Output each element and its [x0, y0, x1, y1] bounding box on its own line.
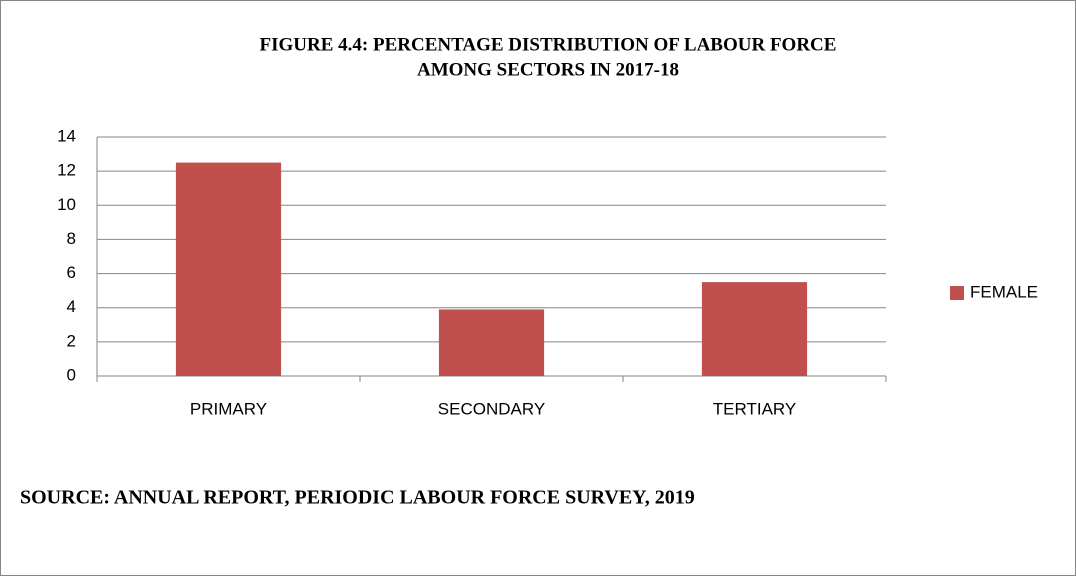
y-tick-label: 8 [67, 229, 76, 248]
y-tick-label: 0 [67, 365, 76, 384]
x-tick-label: SECONDARY [438, 399, 545, 418]
y-tick-label: 14 [57, 126, 76, 145]
x-tick-label: PRIMARY [190, 399, 267, 418]
y-tick-label: 10 [57, 195, 76, 214]
bar [701, 282, 808, 376]
y-tick-label: 6 [67, 263, 76, 282]
bar [438, 309, 545, 376]
source-note: SOURCE: ANNUAL REPORT, PERIODIC LABOUR F… [20, 487, 695, 509]
chart-title: AMONG SECTORS IN 2017-18 [417, 59, 679, 80]
x-tick-label: TERTIARY [713, 399, 796, 418]
chart-title: FIGURE 4.4: PERCENTAGE DISTRIBUTION OF L… [260, 34, 837, 55]
bar [175, 162, 282, 376]
y-tick-label: 4 [67, 297, 76, 316]
legend-swatch [950, 286, 964, 300]
y-tick-label: 12 [57, 161, 76, 180]
legend-label: FEMALE [970, 282, 1038, 301]
y-tick-label: 2 [67, 331, 76, 350]
